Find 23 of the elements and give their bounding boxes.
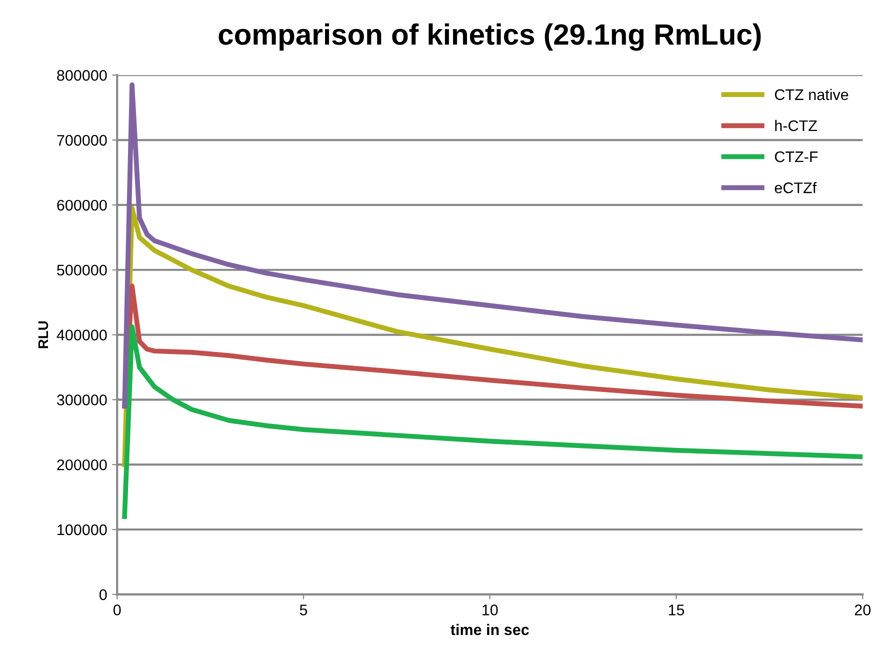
y-axis-title: RLU	[38, 321, 48, 348]
x-axis-title: time in sec	[450, 624, 529, 636]
y-tick-label: 100000	[58, 524, 107, 536]
x-tick-label: 15	[668, 604, 684, 616]
x-tick-label: 10	[482, 604, 498, 616]
y-tick-label: 500000	[57, 264, 107, 276]
legend-label: CTZ-F	[774, 151, 818, 162]
legend-label: CTZ native	[774, 88, 848, 100]
x-tick-label: 0	[113, 604, 121, 616]
y-tick-label: 700000	[57, 134, 107, 146]
chart-title: comparison of kinetics (29.1ng RmLuc)	[218, 23, 761, 51]
x-tick-label: 20	[854, 604, 871, 616]
y-tick-label: 0	[99, 589, 107, 600]
y-tick-label: 600000	[57, 200, 107, 211]
legend-label: h-CTZ	[775, 120, 817, 132]
line-series	[122, 324, 863, 519]
y-tick-label: 400000	[56, 330, 107, 340]
y-tick-label: 200000	[57, 459, 107, 470]
line-series	[122, 82, 863, 409]
y-tick-label: 800000	[57, 70, 107, 81]
legend-label: eCTZf	[774, 182, 817, 194]
x-tick-label: 5	[300, 604, 308, 616]
y-tick-label: 300000	[57, 394, 107, 406]
